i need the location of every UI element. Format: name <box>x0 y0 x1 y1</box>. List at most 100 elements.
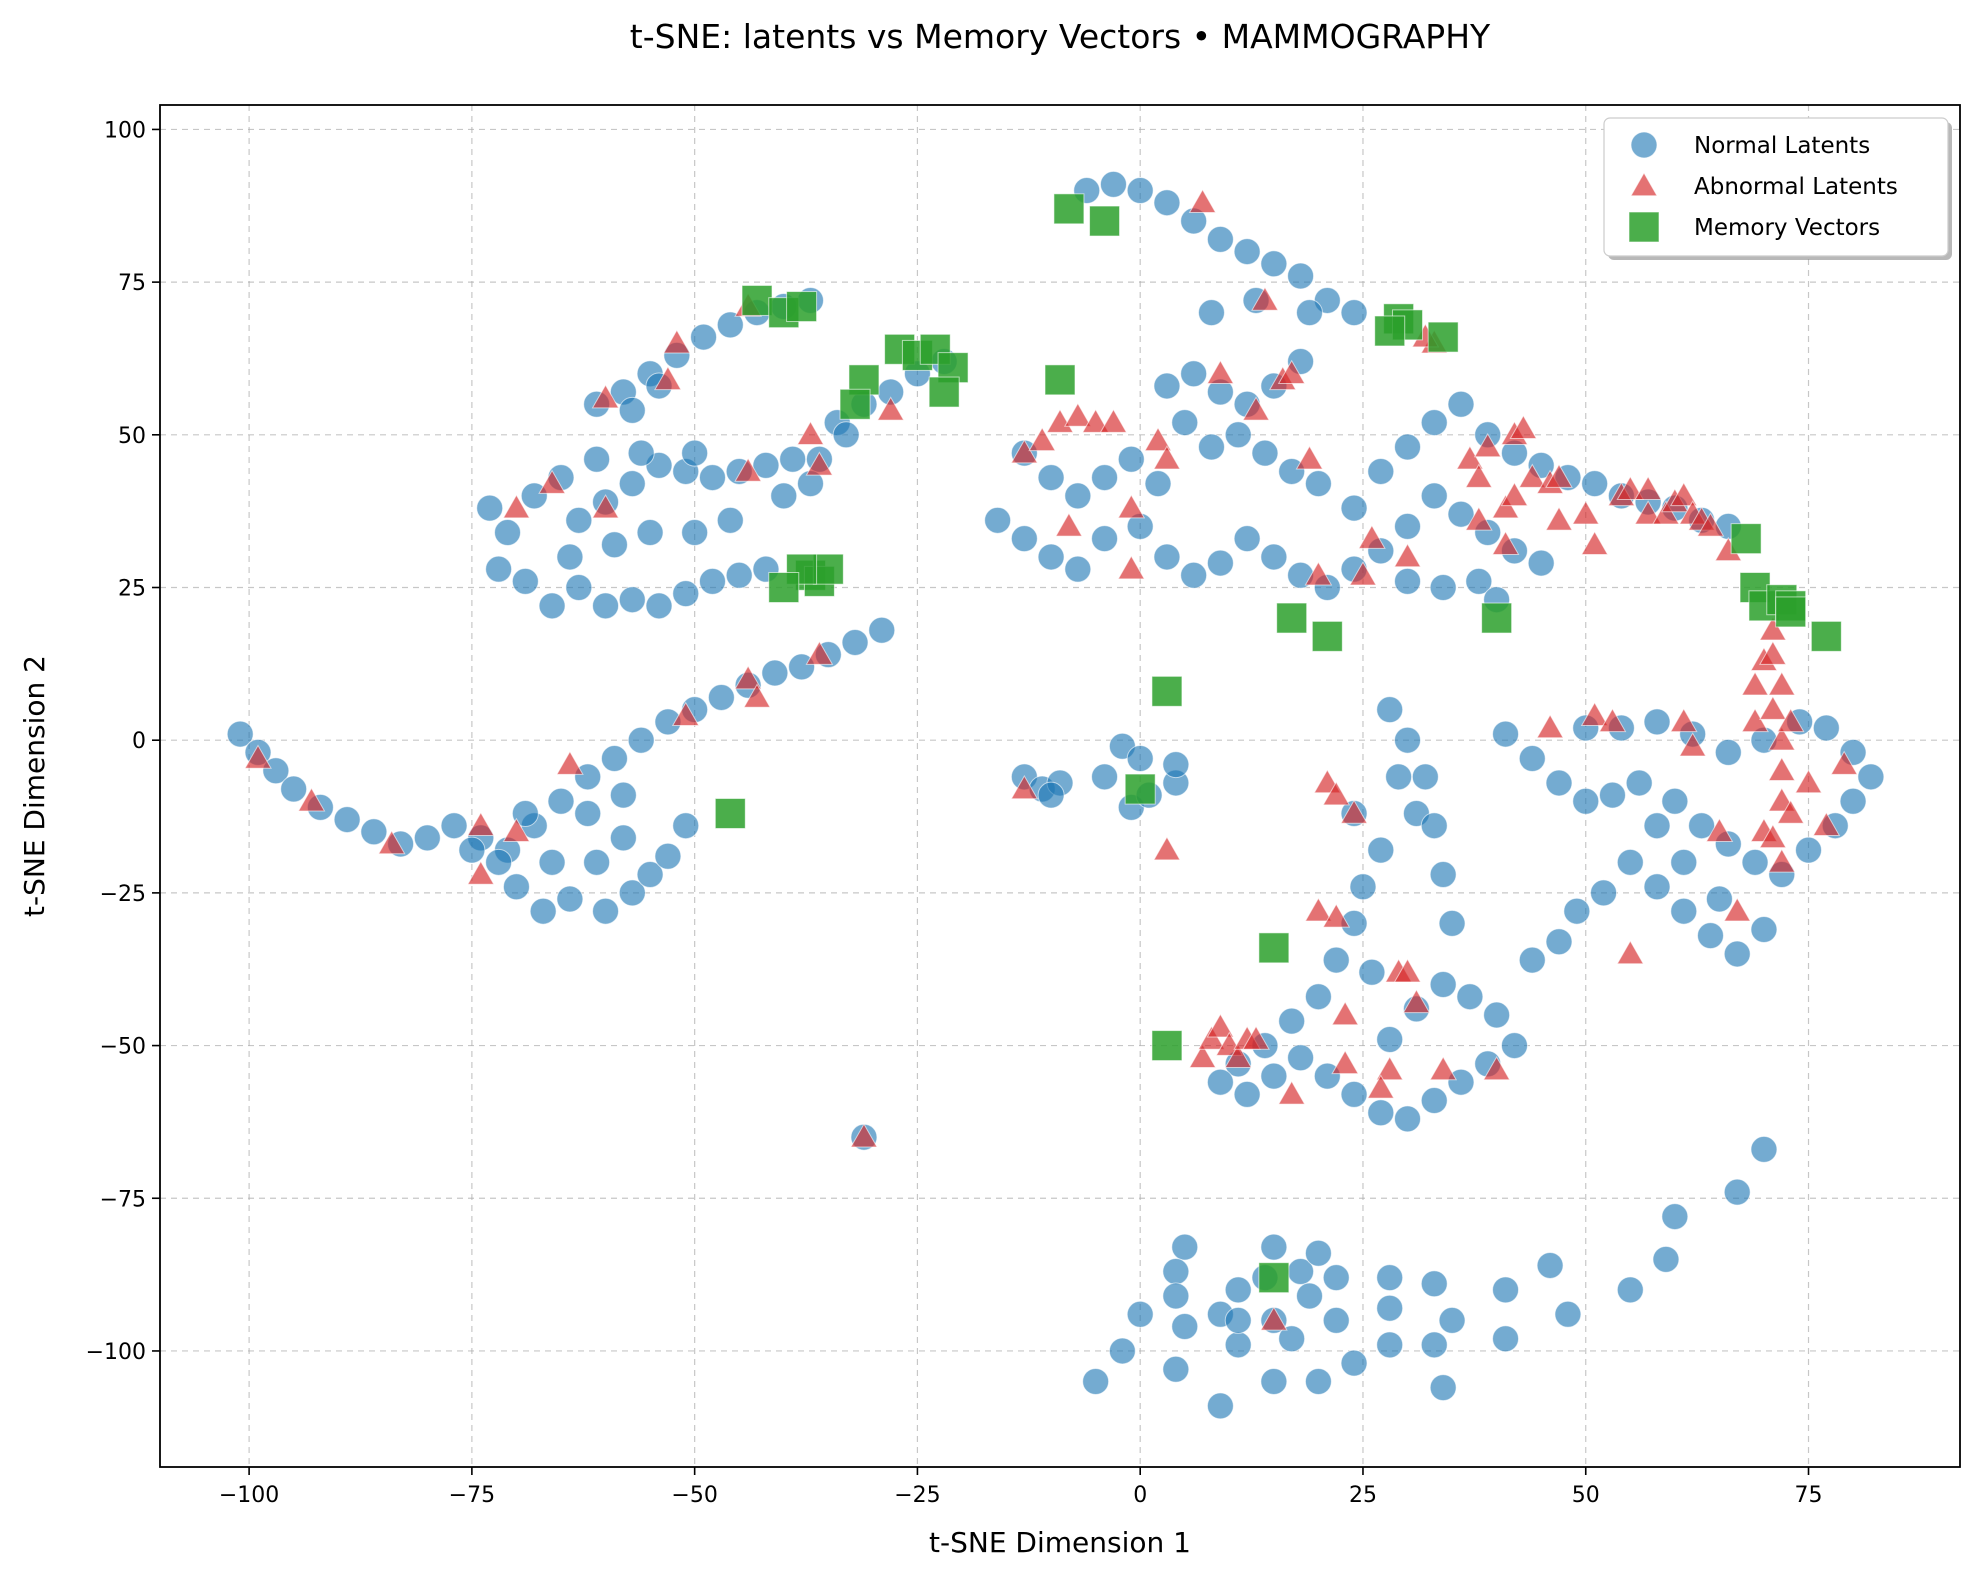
circle-point <box>1376 1331 1404 1359</box>
triangle-point <box>1518 463 1547 488</box>
circle-point <box>1536 1251 1564 1279</box>
legend: Normal Latents Abnormal Latents Memory Vec… <box>1603 117 1952 260</box>
circle-point <box>1670 897 1698 925</box>
circle-point <box>725 561 753 589</box>
legend-triangle-marker <box>1630 171 1658 197</box>
circle-point <box>1385 763 1413 791</box>
circle-point <box>1340 494 1368 522</box>
triangle-point <box>297 787 326 812</box>
circle-point <box>485 555 513 583</box>
circle-point <box>1144 470 1172 498</box>
y-tick-label: 0 <box>132 729 146 754</box>
triangle-point <box>1767 671 1796 696</box>
circle-point <box>1376 1264 1404 1292</box>
triangle-point <box>1464 463 1493 488</box>
circle-point <box>547 787 575 815</box>
triangle-point <box>466 811 495 836</box>
circle-point <box>1126 177 1154 205</box>
circle-point <box>1206 225 1234 253</box>
circle-point <box>1518 745 1546 773</box>
circle-point <box>1643 812 1671 840</box>
y-tick-label: −50 <box>100 1035 146 1060</box>
triangle-point <box>796 420 825 446</box>
series-square <box>714 193 1842 1294</box>
circle-point <box>1527 549 1555 577</box>
triangle-point <box>1188 1043 1217 1069</box>
triangle-point <box>1331 1049 1360 1075</box>
circle-point <box>1171 1233 1199 1261</box>
triangle-point <box>1028 426 1057 452</box>
circle-point <box>556 885 584 913</box>
triangle-point <box>1669 707 1698 733</box>
triangle-point <box>1402 988 1431 1014</box>
triangle-point <box>1491 530 1520 555</box>
triangle-point <box>671 701 700 727</box>
circle-point <box>645 592 673 620</box>
square-point <box>1089 205 1121 237</box>
triangle-point <box>1197 1025 1226 1050</box>
triangle-point <box>1153 836 1181 861</box>
circle-point <box>1367 1099 1395 1127</box>
triangle-point <box>1634 500 1662 525</box>
triangle-point <box>1696 512 1725 537</box>
circle-point <box>1688 812 1716 840</box>
triangle-point <box>1464 506 1493 531</box>
circle-point <box>1839 787 1867 815</box>
square-point <box>741 284 773 316</box>
circle-point <box>583 445 611 473</box>
circle-point <box>609 781 637 809</box>
triangle-point <box>1251 286 1279 311</box>
circle-point <box>636 519 664 547</box>
triangle-point <box>1759 616 1787 641</box>
circle-point <box>1563 897 1591 925</box>
circle-point <box>1429 1374 1457 1402</box>
circle-point <box>1082 1367 1110 1395</box>
circle-point <box>485 848 513 876</box>
triangle-point <box>1669 481 1698 507</box>
triangle-point <box>1322 903 1351 928</box>
circle-point <box>618 396 646 424</box>
circle-point <box>1296 1282 1324 1310</box>
circle-point <box>262 757 290 785</box>
circle-point <box>1420 1270 1448 1298</box>
circle-point <box>1278 457 1306 485</box>
circle-point <box>1162 1282 1190 1310</box>
y-tick-label: −75 <box>100 1187 146 1212</box>
triangle-point <box>654 365 682 391</box>
circle-point <box>1465 567 1493 595</box>
circle-point <box>832 421 860 449</box>
circle-point <box>1108 1337 1136 1365</box>
circle-point <box>1812 714 1840 742</box>
circle-point <box>592 897 620 925</box>
circle-point <box>1420 482 1448 510</box>
circle-point <box>1420 1087 1448 1115</box>
square-point <box>714 797 746 829</box>
x-tick-label: 25 <box>1349 1483 1377 1508</box>
circle-point <box>716 506 744 534</box>
y-tick-label: −100 <box>86 1340 146 1365</box>
triangle-point <box>1010 775 1039 800</box>
square-point <box>1258 932 1290 964</box>
circle-point <box>609 824 637 852</box>
circle-point <box>1572 787 1600 815</box>
triangle-point <box>1545 463 1573 488</box>
triangle-point <box>1759 695 1787 720</box>
circle-point <box>1492 720 1520 748</box>
triangle-point <box>538 469 566 494</box>
triangle-point <box>1616 939 1645 965</box>
square-point <box>1151 1030 1183 1062</box>
circle-point <box>333 806 361 834</box>
circle-point <box>1180 561 1208 589</box>
circle-point <box>1153 189 1181 217</box>
circle-point <box>1064 555 1092 583</box>
triangle-point <box>734 457 762 482</box>
square-point <box>1481 602 1513 634</box>
triangle-point <box>1375 1055 1404 1081</box>
triangle-point <box>1634 475 1662 501</box>
circle-point <box>1260 1233 1288 1261</box>
circle-point <box>1750 1135 1778 1163</box>
triangle-point <box>1759 640 1787 665</box>
circle-point <box>1099 170 1127 198</box>
circle-point <box>1117 445 1145 473</box>
